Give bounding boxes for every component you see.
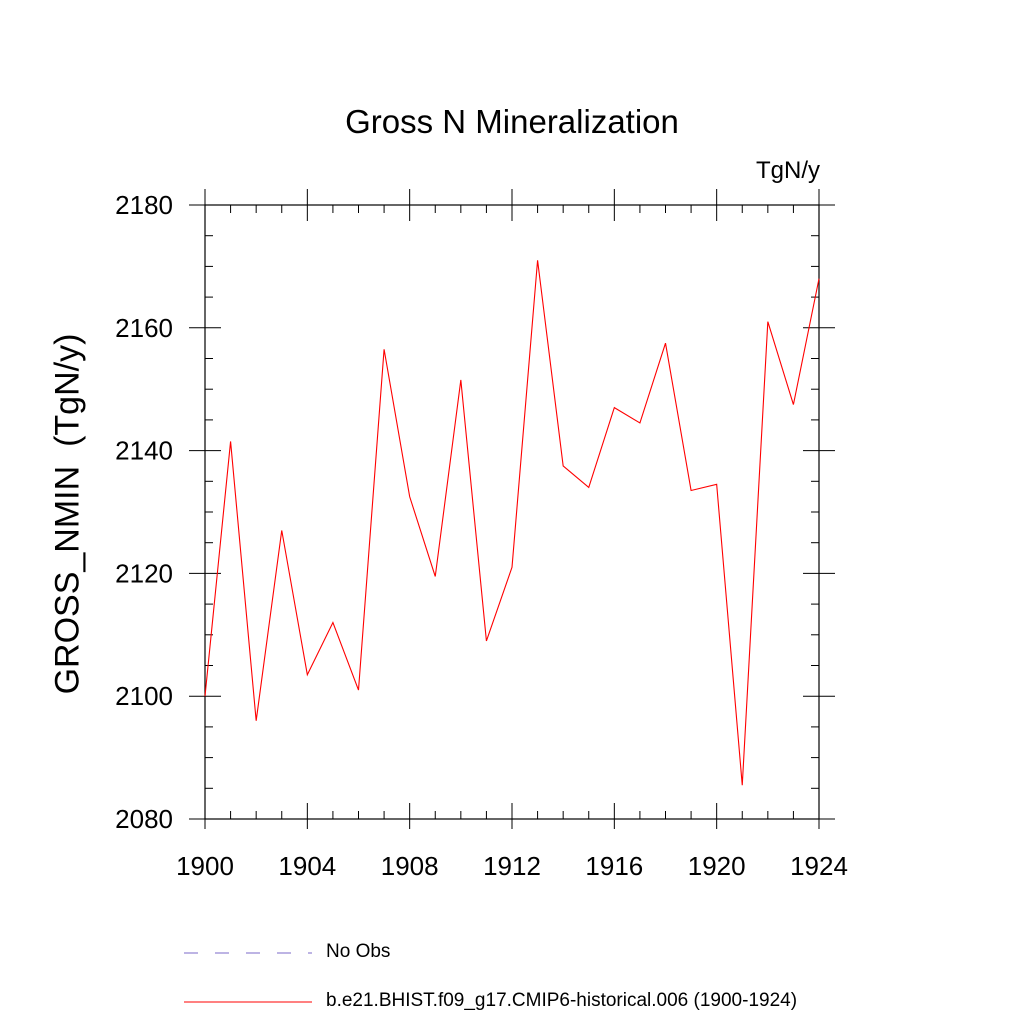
x-tick-label: 1924 (790, 851, 848, 881)
x-tick-label: 1904 (278, 851, 336, 881)
series-line (204, 260, 820, 786)
plot-frame (204, 204, 820, 820)
legend-label-no-obs: No Obs (326, 941, 391, 962)
x-tick-label: 1916 (585, 851, 643, 881)
x-tick-label: 1908 (381, 851, 439, 881)
y-tick-label: 2180 (115, 190, 173, 220)
units-label: TgN/y (755, 157, 820, 184)
series-layer (204, 260, 820, 786)
x-tick-label: 1920 (688, 851, 746, 881)
x-tick-label: 1912 (483, 851, 541, 881)
tick-labels: 1900 1904 1908 1912 1916 1920 1924 2080 2100 2120… (115, 190, 848, 881)
legend-lines (184, 952, 312, 1003)
y-tick-label: 2080 (115, 804, 173, 834)
y-tick-label: 2120 (115, 558, 173, 588)
y-tick-label: 2160 (115, 313, 173, 343)
chart-title: Gross N Mineralization (345, 103, 679, 140)
y-tick-label: 2140 (115, 436, 173, 466)
y-tick-label: 2100 (115, 681, 173, 711)
legend-label-historical: b.e21.BHIST.f09_g17.CMIP6-historical.006… (326, 990, 798, 1011)
y-axis-label: GROSS_NMIN (TgN/y) (48, 333, 87, 695)
x-tick-label: 1900 (176, 851, 234, 881)
